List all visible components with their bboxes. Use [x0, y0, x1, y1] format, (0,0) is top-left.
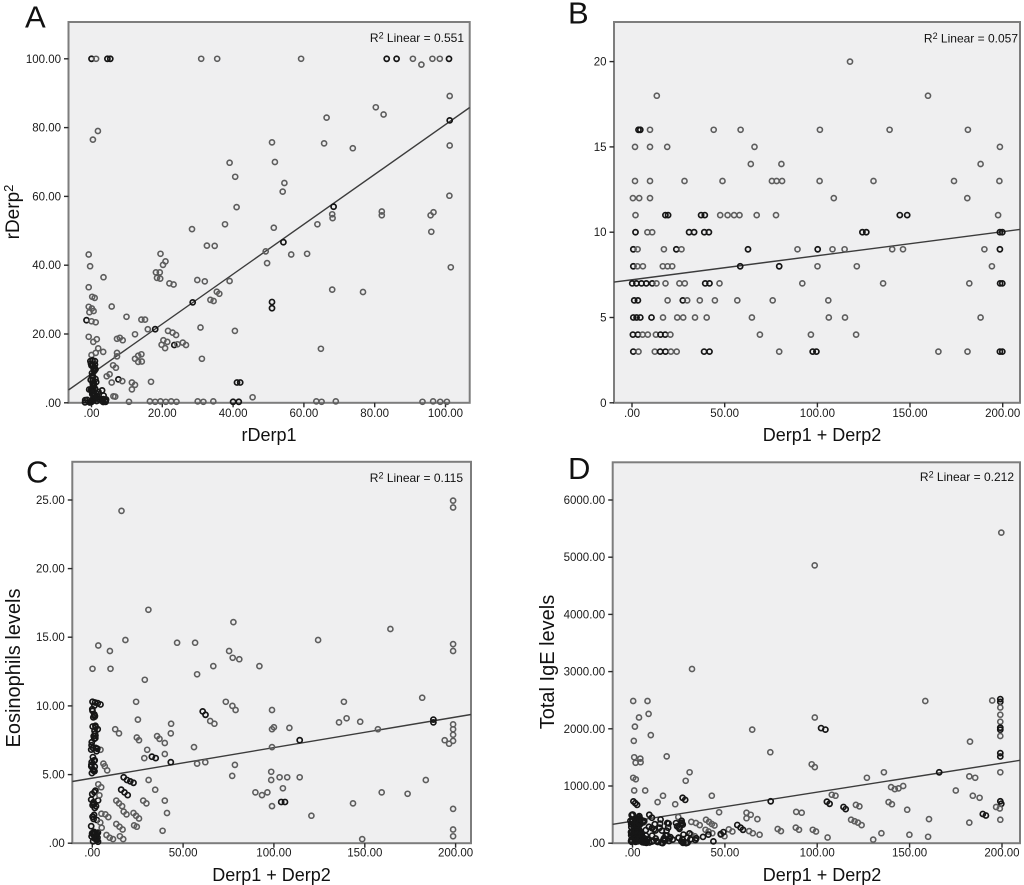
svg-text:20.00: 20.00	[36, 564, 65, 576]
svg-text:200.00: 200.00	[984, 848, 1019, 860]
svg-text:40.00: 40.00	[32, 260, 61, 272]
svg-text:rDerp1: rDerp1	[241, 425, 296, 445]
svg-text:10.00: 10.00	[36, 701, 65, 713]
svg-text:100.00: 100.00	[800, 848, 835, 860]
svg-text:100.00: 100.00	[800, 408, 835, 420]
svg-text:150.00: 150.00	[892, 848, 927, 860]
svg-text:15: 15	[594, 142, 607, 154]
svg-text:5000.00: 5000.00	[564, 552, 606, 564]
svg-text:B: B	[568, 0, 589, 31]
svg-text:4000.00: 4000.00	[564, 609, 606, 621]
svg-text:60.00: 60.00	[32, 191, 61, 203]
svg-text:80.00: 80.00	[360, 408, 389, 420]
svg-text:Derp1 + Derp2: Derp1 + Derp2	[212, 865, 331, 885]
svg-text:.00: .00	[589, 838, 605, 850]
svg-text:25.00: 25.00	[36, 495, 65, 507]
svg-text:10: 10	[594, 227, 607, 239]
svg-text:.00: .00	[624, 408, 640, 420]
svg-text:5: 5	[600, 313, 606, 325]
svg-text:.00: .00	[84, 408, 100, 420]
svg-text:.00: .00	[45, 398, 61, 410]
svg-text:20: 20	[594, 57, 607, 69]
svg-text:A: A	[25, 0, 46, 35]
svg-text:Eosinophils levels: Eosinophils levels	[3, 589, 25, 748]
svg-text:Derp1 + Derp2: Derp1 + Derp2	[763, 425, 882, 445]
svg-text:C: C	[26, 455, 48, 490]
svg-text:6000.00: 6000.00	[564, 495, 606, 507]
svg-text:.00: .00	[49, 838, 65, 850]
svg-text:Derp1 + Derp2: Derp1 + Derp2	[763, 865, 882, 885]
svg-text:100.00: 100.00	[26, 54, 61, 66]
svg-text:R2 Linear = 0.115: R2 Linear = 0.115	[370, 471, 464, 486]
svg-text:1000.00: 1000.00	[564, 781, 606, 793]
svg-text:40.00: 40.00	[219, 408, 248, 420]
svg-text:50.00: 50.00	[711, 848, 740, 860]
svg-text:3000.00: 3000.00	[564, 667, 606, 679]
svg-text:200.00: 200.00	[438, 848, 473, 860]
svg-text:100.00: 100.00	[256, 848, 291, 860]
svg-text:50.00: 50.00	[169, 848, 198, 860]
svg-text:50.00: 50.00	[710, 408, 739, 420]
svg-text:150.00: 150.00	[347, 848, 382, 860]
svg-text:5.00: 5.00	[42, 770, 64, 782]
svg-text:Total IgE levels: Total IgE levels	[537, 595, 559, 730]
svg-text:R2 Linear = 0.057: R2 Linear = 0.057	[924, 31, 1018, 46]
svg-text:20.00: 20.00	[148, 408, 177, 420]
svg-text:20.00: 20.00	[32, 329, 61, 341]
svg-text:rDerp2: rDerp2	[1, 185, 24, 240]
svg-text:100.00: 100.00	[428, 408, 463, 420]
svg-text:.00: .00	[625, 848, 641, 860]
svg-text:D: D	[568, 451, 590, 486]
svg-text:.00: .00	[84, 848, 100, 860]
svg-text:150.00: 150.00	[892, 408, 927, 420]
svg-text:200.00: 200.00	[985, 408, 1020, 420]
svg-text:60.00: 60.00	[290, 408, 319, 420]
svg-text:80.00: 80.00	[32, 123, 61, 135]
svg-text:R2 Linear = 0.551: R2 Linear = 0.551	[370, 31, 464, 46]
svg-text:R2 Linear = 0.212: R2 Linear = 0.212	[920, 470, 1014, 485]
svg-text:2000.00: 2000.00	[564, 724, 606, 736]
svg-text:0: 0	[600, 398, 606, 410]
svg-text:15.00: 15.00	[36, 632, 65, 644]
